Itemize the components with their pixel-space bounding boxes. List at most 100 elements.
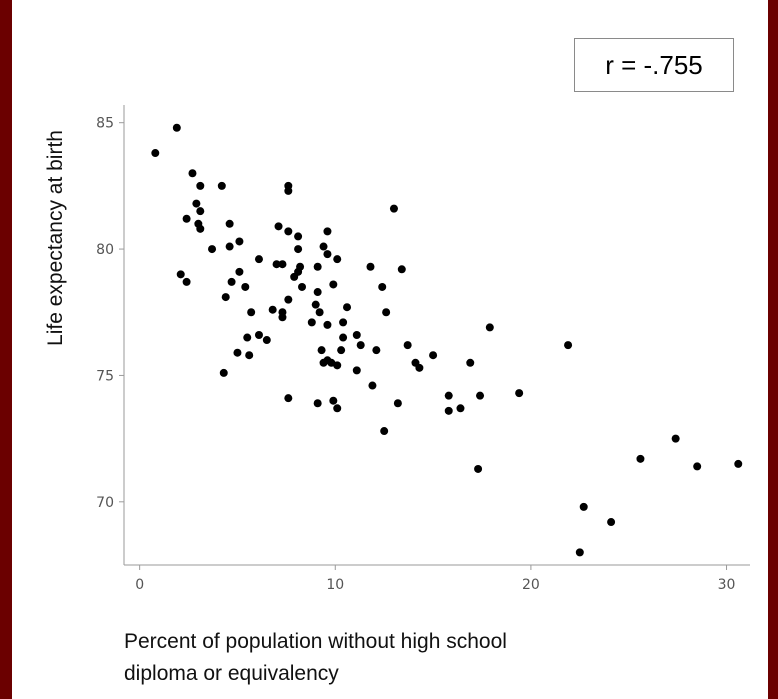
data-point: [217, 181, 226, 190]
data-point: [254, 331, 263, 339]
y-axis-title: Life expectancy at birth: [44, 130, 67, 346]
data-point: [268, 305, 277, 314]
data-point: [182, 277, 191, 286]
y-tick-label: 80: [96, 242, 114, 258]
data-point: [221, 293, 230, 302]
data-point: [352, 366, 361, 375]
data-point: [196, 224, 205, 233]
data-point: [278, 260, 287, 269]
data-point: [564, 341, 573, 350]
data-point: [372, 346, 381, 355]
data-point: [219, 368, 228, 377]
data-point: [476, 391, 485, 400]
data-point: [579, 502, 588, 511]
data-point: [380, 427, 389, 436]
data-point: [333, 361, 342, 370]
data-point: [172, 123, 181, 132]
data-point: [262, 336, 271, 345]
x-axis-title-line-1: Percent of population without high schoo…: [124, 630, 507, 653]
x-tick-label: 30: [718, 577, 736, 593]
data-point: [278, 313, 287, 322]
data-point: [429, 351, 438, 360]
data-point: [296, 262, 305, 271]
data-point: [307, 318, 316, 327]
data-point: [313, 399, 322, 408]
data-point: [313, 262, 322, 271]
data-point: [176, 270, 185, 279]
data-point: [241, 282, 250, 291]
data-point: [485, 323, 494, 332]
data-point: [444, 391, 453, 400]
data-point: [290, 272, 299, 281]
data-point: [294, 232, 303, 241]
data-point: [415, 363, 424, 372]
data-point: [352, 331, 361, 339]
data-point: [636, 454, 645, 463]
data-points: [151, 123, 743, 557]
data-point: [466, 358, 475, 367]
data-point: [339, 318, 348, 327]
data-point: [235, 267, 244, 276]
x-tick-label: 0: [135, 577, 144, 593]
data-point: [474, 464, 483, 473]
data-point: [456, 404, 465, 413]
data-point: [323, 250, 332, 259]
data-point: [323, 227, 332, 236]
data-point: [317, 346, 326, 355]
chart-panel: [12, 0, 768, 699]
data-point: [313, 288, 322, 297]
data-point: [323, 356, 332, 365]
data-point: [389, 204, 398, 213]
data-point: [233, 348, 242, 357]
data-point: [333, 404, 342, 413]
data-point: [575, 548, 584, 557]
data-point: [393, 399, 402, 408]
data-point: [284, 295, 293, 304]
data-point: [243, 333, 252, 342]
data-point: [208, 245, 217, 254]
data-point: [319, 242, 328, 251]
data-point: [693, 462, 702, 471]
data-point: [339, 333, 348, 342]
data-point: [274, 222, 283, 231]
data-point: [284, 186, 293, 195]
data-point: [188, 169, 197, 178]
data-point: [225, 219, 234, 228]
data-point: [294, 245, 303, 254]
data-point: [378, 282, 387, 291]
data-point: [397, 265, 406, 274]
data-point: [323, 320, 332, 329]
y-tick-label: 85: [96, 116, 114, 132]
data-point: [329, 280, 338, 289]
data-point: [192, 199, 201, 208]
data-point: [182, 214, 191, 223]
x-tick-label: 10: [326, 577, 344, 593]
data-point: [337, 346, 346, 355]
data-point: [333, 255, 342, 264]
data-point: [315, 308, 324, 317]
data-point: [196, 207, 205, 216]
y-tick-label: 75: [96, 368, 114, 384]
data-point: [311, 300, 320, 309]
x-axis-title-line-2: diploma or equivalency: [124, 662, 339, 685]
x-tick-label: 20: [522, 577, 540, 593]
data-point: [298, 282, 307, 291]
data-point: [225, 242, 234, 251]
data-point: [227, 277, 236, 286]
data-point: [607, 518, 616, 527]
data-point: [245, 351, 254, 360]
correlation-box: r = -.755: [574, 38, 734, 92]
data-point: [272, 260, 281, 269]
correlation-label: r = -.755: [605, 49, 703, 80]
data-point: [329, 396, 338, 405]
data-point: [284, 227, 293, 236]
data-point: [671, 434, 680, 443]
data-point: [151, 149, 160, 158]
data-point: [356, 341, 365, 350]
data-point: [284, 394, 293, 403]
data-point: [382, 308, 391, 317]
data-point: [403, 341, 412, 350]
data-point: [366, 262, 375, 271]
data-point: [235, 237, 244, 246]
